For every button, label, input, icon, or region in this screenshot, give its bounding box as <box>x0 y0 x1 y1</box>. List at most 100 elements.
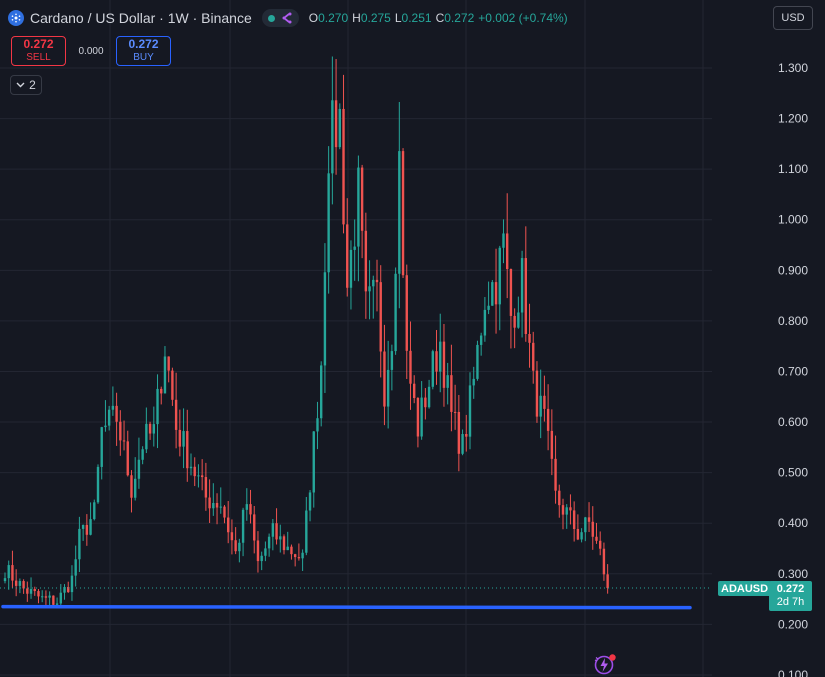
candle-body <box>212 503 215 509</box>
candle-body <box>576 529 580 540</box>
candle-body <box>70 575 74 593</box>
indicators-count: 2 <box>29 78 36 92</box>
candle-body <box>360 167 364 231</box>
symbol-price-tag: ADAUSD <box>718 581 772 596</box>
y-tick-label: 0.300 <box>778 567 808 581</box>
y-tick-label: 0.600 <box>778 415 808 429</box>
ohlc-close: C0.272 <box>435 11 475 25</box>
candle-body <box>271 523 275 537</box>
candle-body <box>316 418 319 432</box>
candle-body <box>517 312 520 328</box>
candle-body <box>368 286 371 292</box>
chevron-down-icon <box>16 82 25 88</box>
candle-body <box>487 305 490 310</box>
candle-body <box>96 466 100 503</box>
candle-body <box>14 580 18 586</box>
candle-body <box>390 351 394 370</box>
candle-body <box>602 548 606 575</box>
candle-body <box>204 477 208 498</box>
candle-body <box>558 490 561 506</box>
candle-body <box>182 431 185 447</box>
indicators-collapse-button[interactable]: 2 <box>10 75 42 95</box>
candle-body <box>297 557 301 559</box>
candle-body <box>130 475 133 498</box>
price-axis[interactable]: 1.300 1.200 1.100 1.000 0.900 0.800 0.700 0.600… <box>778 61 808 677</box>
sell-button[interactable]: 0.272 SELL <box>11 36 66 66</box>
candle-body <box>468 385 472 437</box>
candle-body <box>197 475 200 477</box>
candle-body <box>420 397 423 437</box>
candle-body <box>293 554 297 558</box>
currency-selector[interactable]: USD <box>773 6 813 30</box>
candle-body <box>7 565 10 579</box>
candle-body <box>338 108 341 148</box>
candlestick-series <box>3 56 609 608</box>
candle-body <box>160 388 163 394</box>
sell-price: 0.272 <box>23 37 54 51</box>
candle-body <box>520 258 524 313</box>
lightning-icon[interactable] <box>593 653 617 675</box>
chart-overlays <box>0 587 712 610</box>
candle-body <box>561 505 565 515</box>
y-tick-label: 0.100 <box>778 668 808 677</box>
candle-body <box>308 492 312 511</box>
candle-body <box>334 100 338 148</box>
candle-body <box>267 536 271 549</box>
candle-body <box>491 282 494 306</box>
candle-body <box>554 458 557 491</box>
candle-body <box>104 425 107 428</box>
candle-body <box>591 521 594 537</box>
cardano-symbol-icon <box>8 10 24 26</box>
candle-body <box>260 555 263 562</box>
last-price-value: 0.272 <box>776 583 805 595</box>
candle-body <box>606 574 609 588</box>
candle-body <box>167 356 170 371</box>
candle-body <box>275 523 278 540</box>
buy-button[interactable]: 0.272 BUY <box>116 36 171 66</box>
symbol-title[interactable]: Cardano / US Dollar · 1W · Binance <box>30 10 252 26</box>
candle-body <box>93 502 96 520</box>
candle-body <box>141 449 144 460</box>
candle-body <box>48 595 51 598</box>
candle-body <box>409 350 412 384</box>
candle-body <box>427 386 431 408</box>
candle-body <box>290 546 293 555</box>
candle-body <box>599 540 602 549</box>
candle-body <box>215 503 219 508</box>
candle-body <box>22 581 25 589</box>
candle-body <box>301 552 304 559</box>
candle-body <box>78 528 81 560</box>
ohlc-low: L0.251 <box>394 11 432 25</box>
candle-body <box>81 524 85 529</box>
candle-body <box>394 273 397 352</box>
y-tick-label: 1.200 <box>778 112 808 126</box>
candle-body <box>457 412 461 454</box>
candle-body <box>535 370 539 417</box>
candle-body <box>126 441 129 476</box>
candle-body <box>342 108 345 225</box>
last-price-label: 0.272 2d 7h <box>769 581 812 611</box>
candle-body <box>349 249 353 288</box>
indicator-dot-icon <box>267 14 275 22</box>
sell-label: SELL <box>26 52 51 63</box>
candle-body <box>253 514 256 541</box>
candle-body <box>208 497 211 509</box>
candle-body <box>134 478 137 498</box>
candle-body <box>465 433 468 437</box>
candle-body <box>200 475 204 478</box>
candle-body <box>234 540 237 552</box>
y-tick-label: 0.900 <box>778 263 808 277</box>
candle-body <box>193 466 196 477</box>
candle-body <box>595 536 598 541</box>
candle-body <box>398 151 401 274</box>
candle-body <box>111 405 115 410</box>
y-tick-label: 1.300 <box>778 61 808 75</box>
candle-body <box>227 517 230 533</box>
candle-body <box>472 378 475 386</box>
candle-body <box>44 596 48 598</box>
indicator-status-pill[interactable] <box>261 9 299 27</box>
candle-body <box>524 258 527 334</box>
candle-body <box>479 335 483 345</box>
candle-body <box>442 341 446 388</box>
